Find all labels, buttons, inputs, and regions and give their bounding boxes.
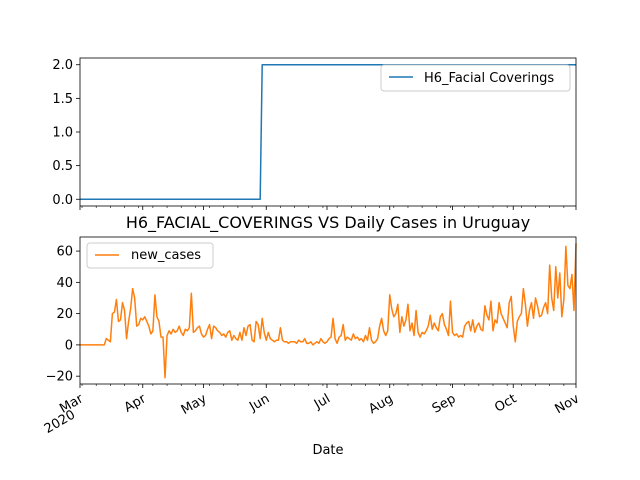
top-y-tick-label: 0.5 [52,159,73,174]
top-y-axis: 0.0 0.5 1.0 1.5 2.0 [52,58,80,208]
bottom-y-axis: −20 0 20 40 60 [46,245,80,385]
top-y-tick-label: 1.5 [52,92,73,107]
bottom-y-tick-label: 0 [65,338,73,353]
top-legend: H6_Facial Coverings [380,64,571,92]
bottom-y-tick-label: 20 [56,307,73,322]
bottom-subplot: H6_FACIAL_COVERINGS VS Daily Cases in Ur… [42,213,582,458]
top-y-tick-label: 2.0 [52,58,73,73]
top-y-tick-label: 0.0 [52,193,73,208]
bottom-legend: new_cases [86,242,214,269]
bottom-y-tick-label: 60 [56,245,73,260]
bottom-legend-label: new_cases [131,248,201,263]
top-y-tick-label: 1.0 [52,126,73,141]
top-subplot: 0.0 0.5 1.0 1.5 2.0 H6_Facial Coverings [52,57,577,210]
bottom-plot-frame [79,236,577,385]
bottom-legend-box [86,242,214,269]
bottom-series-line [80,243,577,379]
top-legend-label: H6_Facial Coverings [424,71,554,86]
x-axis-label: Date [312,443,343,458]
bottom-y-tick-label: −20 [46,370,73,385]
bottom-y-tick-label: 40 [56,276,73,291]
top-legend-box [380,64,571,92]
bottom-chart-title: H6_FACIAL_COVERINGS VS Daily Cases in Ur… [126,213,530,233]
top-plot-frame [79,57,577,207]
bottom-x-tick-label: Jul [311,391,333,412]
bottom-series-group [80,243,577,379]
